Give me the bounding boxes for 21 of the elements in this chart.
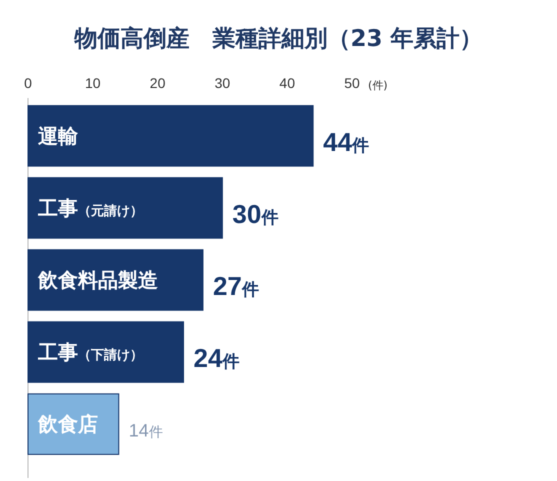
y-tick-label: 工事（元請け） xyxy=(37,196,143,220)
data-label: 27件 xyxy=(212,271,259,302)
bar xyxy=(28,105,314,167)
y-tick-label: 運輸 xyxy=(37,124,79,148)
x-tick-label: 50 xyxy=(344,75,360,91)
x-tick-label: 0 xyxy=(24,75,32,91)
bar xyxy=(28,321,184,383)
x-tick-label: 40 xyxy=(279,75,296,91)
data-label: 44件 xyxy=(323,126,370,157)
data-label: 30件 xyxy=(232,199,278,230)
x-tick-label: 30 xyxy=(214,75,230,91)
x-tick-label: 20 xyxy=(150,75,166,91)
x-tick-label: 10 xyxy=(85,75,101,91)
y-tick-label: 飲食料品製造 xyxy=(37,268,158,292)
data-label: 24件 xyxy=(194,343,240,374)
data-label: 14件 xyxy=(128,420,163,440)
y-tick-label: 工事（下請け） xyxy=(37,340,143,364)
x-axis-title: (件) xyxy=(368,79,388,92)
chart-title: 物価高倒産 業種詳細別（23 年累計） xyxy=(73,25,483,52)
bar xyxy=(28,177,223,239)
y-tick-label: 飲食店 xyxy=(37,412,98,436)
